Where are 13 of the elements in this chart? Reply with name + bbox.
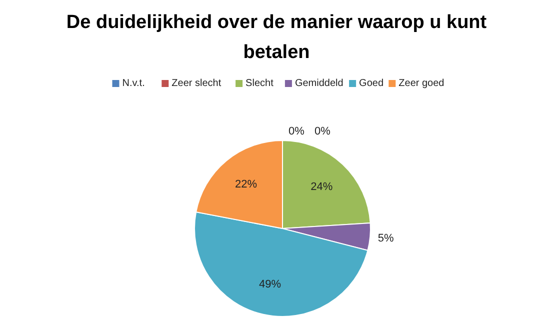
text: 0% [288, 126, 304, 138]
legend-label: Zeer slecht [172, 78, 222, 89]
data-label: 22% [235, 178, 258, 190]
text: 0% [314, 126, 330, 138]
data-label: 49% [259, 278, 282, 290]
legend-label: Zeer goed [398, 78, 444, 89]
legend-label: Slecht [246, 78, 274, 89]
data-label: 5% [378, 232, 394, 244]
data-label: 24% [310, 180, 333, 193]
chart-title: De duidelijkheid over de manier waarop u kunt betalen [66, 12, 488, 63]
legend-label: Gemiddeld [294, 78, 344, 89]
legend-label: Goed [359, 78, 384, 89]
legend-label: N.v.t. [122, 78, 145, 89]
